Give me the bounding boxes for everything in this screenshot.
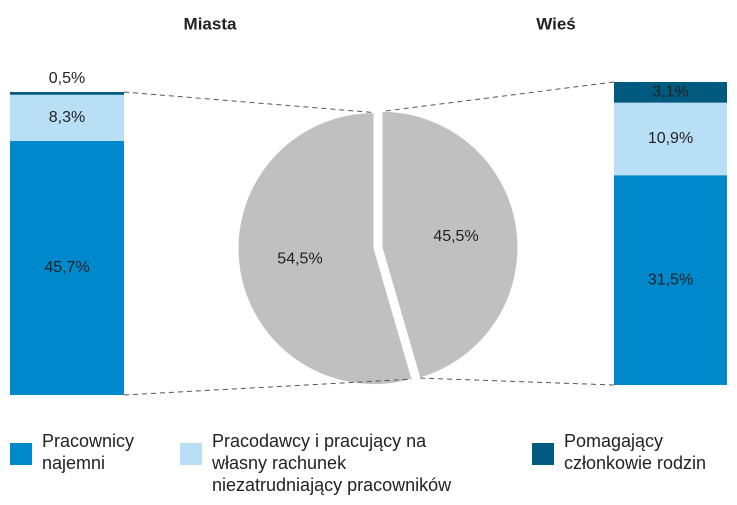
- bar-label: 45,7%: [44, 259, 89, 276]
- bar-segment: [10, 140, 124, 395]
- bar-segment: [614, 102, 727, 176]
- pie-label: 54,5%: [277, 250, 322, 267]
- bar-title: Wieś: [536, 14, 576, 33]
- connector: [381, 81, 615, 112]
- legend-label: Pracodawcy i pracujący na własny rachune…: [212, 431, 452, 495]
- bar-title: Miasta: [184, 14, 237, 33]
- bar-segment: [614, 82, 727, 103]
- bar-segment: [10, 94, 124, 141]
- legend-label: Pomagający członkowie rodzin: [564, 431, 707, 473]
- bar-segment: [614, 175, 727, 385]
- bar-label: 3,1%: [652, 84, 688, 101]
- pie-slice: [237, 112, 413, 386]
- bar-label: 0,5%: [49, 70, 85, 87]
- pie-label: 45,5%: [433, 228, 478, 245]
- legend-swatch: [180, 443, 202, 465]
- pie-slice: [381, 110, 519, 379]
- bar-segment: [10, 92, 124, 95]
- legend-swatch: [532, 443, 554, 465]
- connector: [419, 377, 615, 386]
- bar-label: 8,3%: [49, 109, 85, 126]
- bar-label: 10,9%: [648, 130, 693, 147]
- plot: 54,5% 45,5% Miasta 45,7% 8,3% 0,5% Wieś 31,5% 10…: [10, 14, 727, 396]
- legend-swatch: [10, 443, 32, 465]
- connector: [123, 378, 413, 396]
- connector: [123, 91, 375, 114]
- bar-label: 31,5%: [648, 271, 693, 288]
- legend-label: Pracownicy najemni: [42, 431, 135, 473]
